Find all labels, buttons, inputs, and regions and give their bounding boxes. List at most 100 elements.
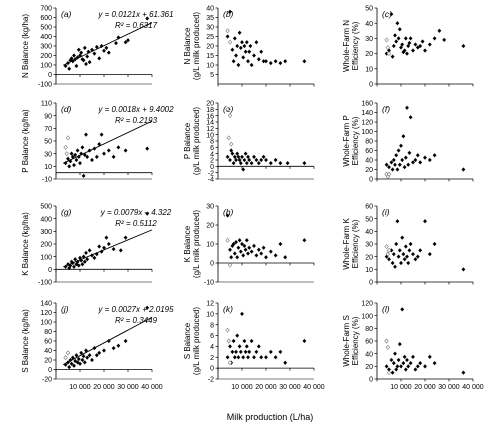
- data-point: [236, 355, 241, 360]
- y-tick-label: 600: [40, 15, 52, 22]
- hollow-point: [385, 45, 391, 50]
- y-tick-label: 60: [365, 148, 373, 155]
- data-point: [395, 167, 400, 172]
- x-tick-label: 40 000: [462, 384, 484, 391]
- data-point: [413, 157, 418, 163]
- panel-label: (c): [382, 9, 392, 19]
- y-tick-label: 20: [365, 167, 373, 174]
- data-point: [389, 11, 394, 17]
- trend-equation: y = 0.0027x + 2.0195: [97, 305, 174, 314]
- data-point: [391, 157, 396, 163]
- data-point: [256, 344, 261, 349]
- y-tick-label: 700: [40, 6, 52, 13]
- y-tick-label: 0: [210, 261, 214, 268]
- data-point: [249, 249, 254, 254]
- data-point: [116, 145, 121, 150]
- data-point: [397, 27, 402, 32]
- data-point: [256, 161, 261, 166]
- data-point: [238, 161, 243, 166]
- data-point: [249, 62, 254, 68]
- data-point: [302, 338, 307, 344]
- data-point: [393, 33, 397, 38]
- data-point: [278, 60, 283, 66]
- data-point: [283, 255, 288, 260]
- data-point: [118, 248, 123, 253]
- data-point: [442, 37, 447, 43]
- data-point: [104, 45, 109, 51]
- x-tick-label: 30 000: [438, 384, 460, 391]
- data-point: [231, 59, 236, 64]
- hollow-point: [226, 135, 232, 141]
- data-point: [94, 353, 99, 358]
- y-axis-title: K Balance (kg/ha): [21, 212, 30, 276]
- y-tick-label: -4: [208, 177, 214, 184]
- data-point: [400, 157, 405, 163]
- data-point: [73, 152, 78, 158]
- data-point: [238, 249, 243, 254]
- data-point: [261, 154, 266, 159]
- data-point: [90, 253, 94, 258]
- data-point: [393, 264, 397, 269]
- data-point: [73, 257, 78, 262]
- data-point: [256, 247, 261, 252]
- y-axis-title: Whole-Farm SEfficiency (%): [342, 315, 360, 367]
- data-point: [230, 349, 235, 355]
- data-point: [406, 260, 411, 266]
- data-point: [243, 349, 248, 355]
- data-point: [72, 53, 76, 58]
- y-axis-title-line: S Balance (kg/ha): [21, 309, 30, 373]
- data-point: [244, 161, 249, 166]
- data-point: [97, 56, 102, 61]
- y-tick-label: 6: [210, 333, 214, 340]
- y-tick-label: 20: [44, 358, 52, 365]
- data-point: [63, 63, 68, 69]
- data-point: [247, 245, 252, 250]
- y-tick-label: 60: [365, 339, 373, 346]
- data-point: [67, 164, 72, 169]
- y-tick-label: 0: [369, 177, 373, 184]
- data-point: [92, 51, 97, 56]
- y-tick-label: 4: [210, 344, 214, 351]
- y-tick-label: -2: [208, 170, 214, 177]
- data-point: [232, 251, 237, 256]
- data-point: [283, 360, 288, 365]
- data-point: [84, 250, 88, 256]
- data-point: [242, 43, 247, 49]
- data-point: [68, 263, 73, 268]
- data-point: [68, 159, 73, 164]
- data-point: [81, 58, 86, 63]
- data-point: [397, 342, 402, 347]
- data-point: [400, 235, 405, 240]
- data-point: [396, 36, 401, 41]
- y-tick-label: 50: [44, 139, 52, 146]
- data-point: [413, 367, 418, 372]
- data-point: [92, 146, 97, 151]
- data-point: [230, 151, 235, 156]
- data-point: [106, 338, 111, 344]
- y-tick-label: 110: [41, 101, 52, 108]
- data-point: [278, 241, 283, 247]
- y-axis-title-line: Efficiency (%): [351, 116, 360, 165]
- hollow-point: [65, 135, 71, 141]
- data-point: [246, 251, 250, 256]
- data-point: [63, 362, 68, 367]
- data-point: [97, 142, 102, 147]
- hollow-point: [63, 355, 68, 361]
- y-axis-title-line: Whole-Farm P: [342, 115, 351, 167]
- panel-h: -10 0 10 20 30 K Balance(g/L milk produced) (h…: [183, 204, 315, 287]
- y-tick-label: -100: [38, 280, 52, 287]
- data-point: [249, 338, 254, 344]
- data-point: [74, 353, 79, 358]
- data-point: [225, 355, 230, 360]
- data-point: [225, 213, 230, 218]
- data-point: [123, 235, 128, 240]
- data-point: [80, 357, 85, 363]
- data-point: [99, 249, 104, 254]
- data-point: [97, 350, 102, 356]
- y-tick-label: 100: [361, 129, 373, 136]
- y-tick-label: 0: [210, 164, 214, 171]
- y-axis-title: S Balance (kg/ha): [21, 309, 30, 373]
- y-tick-label: 30: [206, 25, 214, 32]
- y-axis-title-line: P Balance: [183, 122, 192, 159]
- data-point: [247, 349, 252, 355]
